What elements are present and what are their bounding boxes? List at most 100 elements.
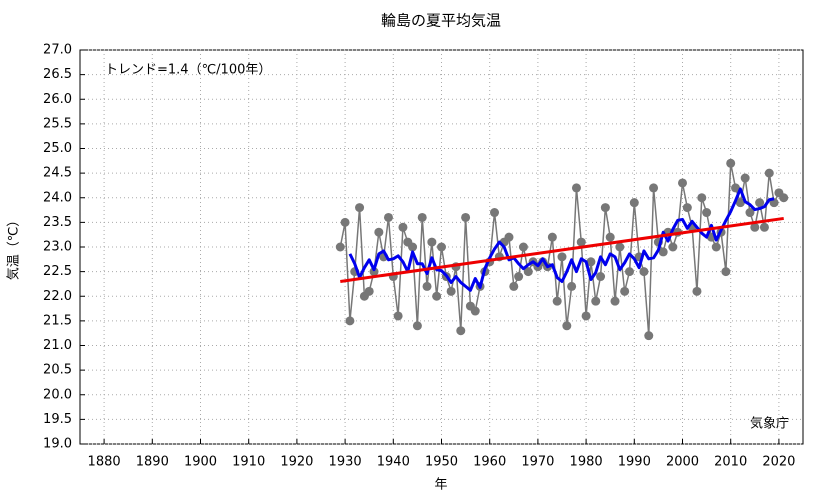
x-tick-label: 1970	[521, 455, 554, 470]
x-tick-label: 1880	[88, 455, 121, 470]
data-point	[422, 281, 432, 291]
data-point	[697, 193, 707, 203]
data-point	[393, 311, 403, 321]
y-tick-label: 20.0	[43, 387, 72, 402]
y-tick-label: 24.0	[43, 190, 72, 205]
data-point	[726, 158, 736, 168]
x-tick-label: 1900	[184, 455, 217, 470]
data-point	[355, 203, 365, 213]
data-point	[639, 267, 649, 277]
x-tick-label: 1940	[377, 455, 410, 470]
trend-annotation: トレンド=1.4（℃/100年）	[105, 63, 271, 78]
data-point	[523, 267, 533, 277]
y-tick-label: 21.5	[43, 313, 72, 328]
data-point	[610, 296, 620, 306]
data-point	[711, 242, 721, 252]
data-point	[644, 331, 654, 341]
y-tick-label: 27.0	[43, 43, 72, 58]
data-point	[567, 281, 577, 291]
trend-line	[340, 216, 784, 283]
y-tick-label: 19.0	[43, 437, 72, 452]
data-point	[398, 222, 408, 232]
data-point	[504, 232, 514, 242]
data-point	[750, 222, 760, 232]
y-tick-label: 26.5	[43, 67, 72, 82]
x-tick-label: 1990	[618, 455, 651, 470]
data-point	[759, 222, 769, 232]
x-axis-label: 年	[434, 478, 447, 493]
data-point	[518, 242, 528, 252]
y-tick-label: 23.5	[43, 215, 72, 230]
data-point	[649, 183, 659, 193]
data-point	[571, 183, 581, 193]
data-point	[369, 267, 379, 277]
x-tick-label: 2000	[666, 455, 699, 470]
data-point	[364, 286, 374, 296]
y-tick-label: 23.0	[43, 240, 72, 255]
chart-title: 輪島の夏平均気温	[381, 12, 501, 30]
source-annotation: 気象庁	[750, 416, 789, 432]
x-tick-label: 2010	[714, 455, 747, 470]
y-tick-label: 21.0	[43, 338, 72, 353]
x-tick-label: 1980	[570, 455, 603, 470]
y-tick-label: 19.5	[43, 412, 72, 427]
moving-average-line	[348, 187, 775, 292]
data-point	[340, 217, 350, 227]
data-point	[692, 286, 702, 296]
x-tick-label: 1960	[473, 455, 506, 470]
data-point	[682, 203, 692, 213]
data-point	[615, 242, 625, 252]
data-point	[735, 198, 745, 208]
data-point	[629, 198, 639, 208]
data-point	[461, 212, 471, 222]
data-point	[408, 242, 418, 252]
data-point	[437, 242, 446, 252]
data-point	[427, 237, 437, 247]
data-point	[509, 281, 519, 291]
data-point	[412, 321, 422, 331]
data-point	[562, 321, 572, 331]
data-point	[731, 183, 741, 193]
data-point	[678, 178, 687, 188]
data-point	[576, 237, 586, 247]
data-point	[624, 267, 634, 277]
x-tick-label: 1950	[425, 455, 458, 470]
data-point	[417, 212, 427, 222]
data-point	[383, 212, 393, 222]
y-tick-label: 22.5	[43, 264, 72, 279]
data-point	[764, 168, 774, 178]
data-point	[745, 208, 755, 218]
x-tick-label: 1930	[329, 455, 362, 470]
data-point	[591, 296, 601, 306]
data-point	[779, 193, 789, 203]
data-point	[658, 247, 668, 257]
y-tick-label: 25.5	[43, 116, 72, 131]
data-point	[514, 272, 524, 282]
data-point	[345, 316, 355, 326]
data-point	[432, 291, 442, 301]
data-point	[581, 311, 591, 321]
y-tick-label: 20.5	[43, 363, 72, 378]
x-tick-label: 1920	[280, 455, 313, 470]
data-point	[552, 296, 562, 306]
data-point	[446, 286, 456, 296]
data-point	[755, 198, 765, 208]
x-tick-label: 2020	[762, 455, 795, 470]
data-point	[740, 173, 750, 183]
y-tick-label: 22.0	[43, 289, 72, 304]
data-point	[620, 286, 630, 296]
data-point	[702, 208, 712, 218]
y-tick-label: 24.5	[43, 166, 72, 181]
data-point	[490, 208, 500, 218]
data-point	[547, 232, 557, 242]
x-tick-label: 1910	[232, 455, 265, 470]
data-point	[596, 272, 606, 282]
y-axis-label: 気温（℃）	[6, 214, 22, 281]
x-tick-label: 1890	[136, 455, 169, 470]
data-point	[668, 242, 678, 252]
data-point	[605, 232, 615, 242]
data-point	[721, 267, 731, 277]
y-tick-label: 26.0	[43, 92, 72, 107]
y-tick-label: 25.0	[43, 141, 72, 156]
